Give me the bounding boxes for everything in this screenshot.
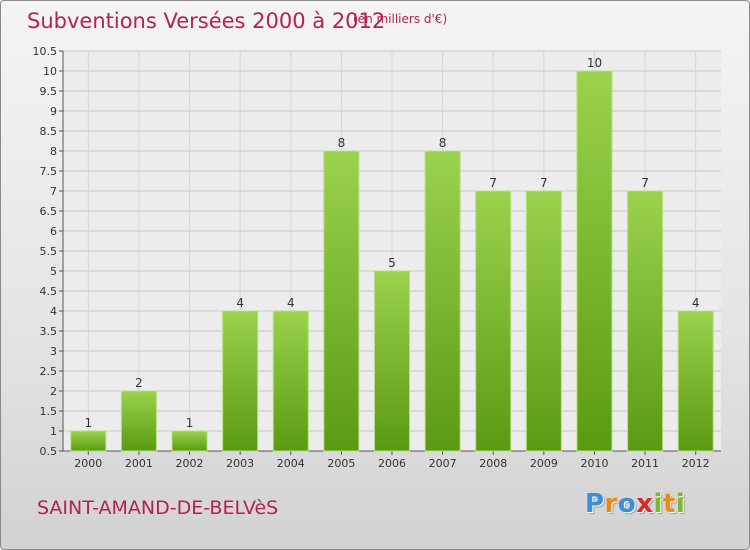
y-tick-label: 5 [50, 265, 57, 278]
x-tick-label: 2000 [74, 457, 102, 470]
y-tick-label: 9.5 [40, 85, 58, 98]
bar-2005 [323, 150, 360, 452]
labels: 0.5 1 1.5 2 2.5 3 3.5 4 4.5 5 5.5 6 6.5 7 7.5 8 8.5 9 9.5 1… [33, 45, 710, 470]
x-tick-label: 2002 [176, 457, 204, 470]
y-tick-label: 2 [50, 385, 57, 398]
bar-2010 [576, 70, 613, 452]
data-label: 1 [186, 416, 194, 430]
bar-2004 [272, 310, 309, 452]
x-tick-label: 2007 [429, 457, 457, 470]
chart-title: Subventions Versées 2000 à 2012 [27, 9, 386, 33]
x-tick-label: 2012 [682, 457, 710, 470]
commune-name: SAINT-AMAND-DE-BELVèS [37, 497, 279, 519]
x-tick-label: 2008 [479, 457, 507, 470]
data-label: 5 [388, 256, 396, 270]
logo-letter: P [585, 489, 605, 519]
bar-2003 [222, 310, 259, 452]
y-tick-label: 2.5 [40, 365, 58, 378]
bar-2008 [475, 190, 512, 452]
data-label: 4 [236, 296, 244, 310]
x-tick-label: 2004 [277, 457, 305, 470]
data-label: 7 [489, 176, 497, 190]
y-tick-label: 7 [50, 185, 57, 198]
y-tick-label: 6.5 [40, 205, 58, 218]
y-tick-label: 3 [50, 345, 57, 358]
bar-2002 [171, 430, 208, 452]
data-label: 8 [439, 136, 447, 150]
bar-2001 [120, 390, 157, 452]
logo-letter: x [636, 489, 654, 519]
logo-letter: o [617, 489, 637, 519]
bar-2009 [525, 190, 562, 452]
y-tick-label: 7.5 [40, 165, 58, 178]
y-tick-label: 4.5 [40, 285, 58, 298]
data-label: 4 [287, 296, 295, 310]
y-tick-label: 1 [50, 425, 57, 438]
data-label: 4 [692, 296, 700, 310]
data-label: 7 [641, 176, 649, 190]
brand-logo[interactable]: Proxiti [585, 489, 685, 519]
y-tick-label: 3.5 [40, 325, 58, 338]
chart-subtitle: (en milliers d'€) [353, 12, 448, 26]
x-tick-label: 2006 [378, 457, 406, 470]
x-tick-label: 2005 [327, 457, 355, 470]
bar-2011 [627, 190, 664, 452]
y-tick-label: 6 [50, 225, 57, 238]
data-label: 8 [338, 136, 346, 150]
y-tick-label: 5.5 [40, 245, 58, 258]
y-tick-label: 0.5 [40, 445, 58, 458]
logo-letter: r [604, 489, 618, 519]
data-label: 7 [540, 176, 548, 190]
y-tick-label: 1.5 [40, 405, 58, 418]
logo-letter: t [662, 489, 676, 519]
y-tick-label: 4 [50, 305, 57, 318]
x-tick-label: 2001 [125, 457, 153, 470]
y-tick-label: 9 [50, 105, 57, 118]
logo-letter: i [653, 489, 663, 519]
logo-letter: i [675, 489, 686, 519]
bars [70, 70, 714, 452]
data-label: 1 [84, 416, 92, 430]
y-tick-label: 10 [43, 65, 57, 78]
y-tick-label: 10.5 [33, 45, 58, 58]
y-tick-label: 8 [50, 145, 57, 158]
data-label: 2 [135, 376, 143, 390]
y-tick-label: 8.5 [40, 125, 58, 138]
bar-2007 [424, 150, 461, 452]
bar-2006 [374, 270, 410, 452]
bar-2012 [677, 310, 714, 452]
x-tick-label: 2010 [580, 457, 608, 470]
x-tick-label: 2003 [226, 457, 254, 470]
bar-2000 [70, 430, 107, 452]
x-tick-label: 2011 [631, 457, 659, 470]
data-label: 10 [587, 56, 602, 70]
x-tick-label: 2009 [530, 457, 558, 470]
